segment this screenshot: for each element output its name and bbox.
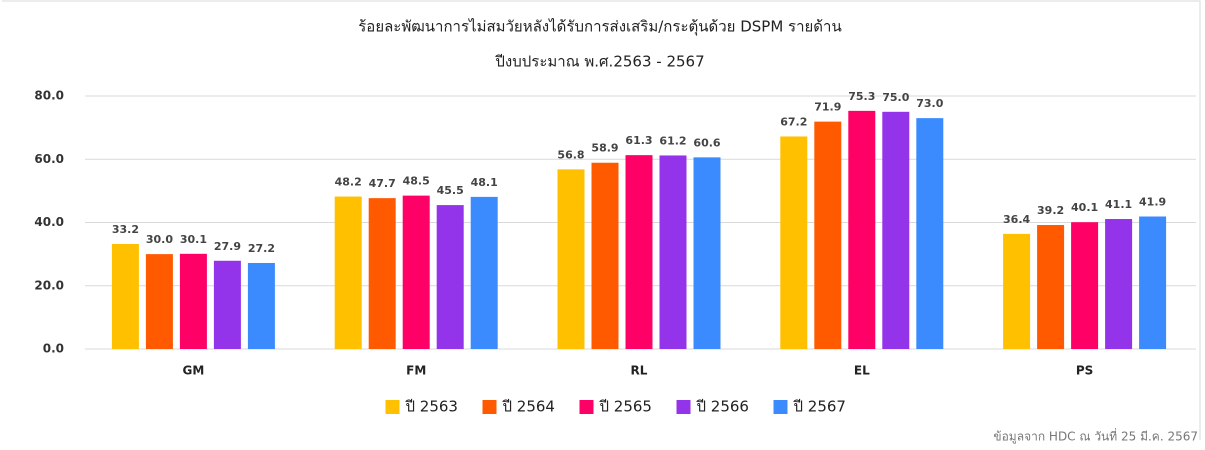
bar	[247, 262, 275, 349]
legend-swatch	[482, 400, 497, 414]
bar	[557, 169, 585, 349]
value-label: 67.2	[780, 115, 807, 128]
frame	[2, 0, 1201, 440]
legend-label: ปี 2567	[793, 398, 846, 416]
value-label: 56.8	[557, 148, 584, 161]
y-tick-label: 40.0	[34, 215, 64, 229]
bar	[693, 157, 721, 349]
value-label: 73.0	[916, 97, 943, 110]
legend-label: ปี 2566	[696, 398, 749, 416]
bar	[179, 253, 207, 349]
bar	[334, 196, 362, 349]
bar	[1139, 216, 1167, 349]
bar	[848, 110, 876, 350]
bar	[591, 162, 619, 349]
x-tick-label: EL	[854, 364, 870, 378]
y-tick-label: 0.0	[43, 342, 64, 356]
bar	[780, 136, 808, 349]
y-tick-label: 80.0	[34, 89, 64, 103]
legend-swatch	[773, 400, 788, 414]
value-label: 75.3	[848, 90, 875, 103]
value-label: 30.0	[146, 233, 173, 246]
x-tick-label: FM	[406, 364, 426, 378]
bar	[916, 118, 944, 349]
bar	[368, 198, 396, 349]
bar	[659, 155, 687, 349]
value-label: 61.3	[625, 134, 652, 147]
x-tick-label: RL	[631, 364, 648, 378]
y-tick-label: 60.0	[34, 152, 64, 166]
y-tick-label: 20.0	[34, 278, 64, 292]
chart-subtitle: ปีงบประมาณ พ.ศ.2563 - 2567	[494, 53, 704, 71]
bar	[436, 205, 464, 349]
value-label: 75.0	[882, 91, 909, 104]
bar	[213, 260, 241, 349]
value-label: 58.9	[591, 142, 618, 155]
bar	[1037, 225, 1065, 349]
bar	[814, 121, 842, 350]
bar	[145, 254, 173, 349]
source-note: ข้อมูลจาก HDC ณ วันที่ 25 มี.ค. 2567	[993, 428, 1198, 445]
x-tick-label: PS	[1076, 364, 1093, 378]
legend-swatch	[676, 400, 691, 414]
value-label: 33.2	[112, 223, 139, 236]
bar	[111, 244, 139, 349]
legend-label: ปี 2563	[405, 398, 458, 416]
value-label: 71.9	[814, 101, 841, 114]
legend-swatch	[579, 400, 594, 414]
bar	[1071, 222, 1099, 349]
value-label: 40.1	[1071, 201, 1098, 214]
bar	[1105, 219, 1133, 349]
value-label: 48.5	[403, 175, 430, 188]
value-label: 39.2	[1037, 204, 1064, 217]
bar	[402, 195, 430, 349]
value-label: 47.7	[369, 177, 396, 190]
legend-swatch	[385, 400, 400, 414]
value-label: 48.1	[471, 176, 498, 189]
chart-title: ร้อยละพัฒนาการไม่สมวัยหลังได้รับการส่งเส…	[358, 18, 841, 37]
value-label: 41.1	[1105, 198, 1132, 211]
value-label: 30.1	[180, 233, 207, 246]
bar	[882, 111, 910, 349]
legend-label: ปี 2565	[599, 398, 652, 416]
value-label: 41.9	[1139, 195, 1166, 208]
value-label: 36.4	[1003, 213, 1030, 226]
bar	[625, 155, 653, 349]
value-label: 27.9	[214, 240, 241, 253]
value-label: 48.2	[335, 176, 362, 189]
value-label: 45.5	[437, 184, 464, 197]
value-label: 27.2	[248, 242, 275, 255]
x-tick-label: GM	[183, 364, 205, 378]
value-label: 60.6	[693, 136, 720, 149]
bar	[1003, 233, 1031, 349]
bar	[470, 196, 498, 349]
legend-label: ปี 2564	[502, 398, 555, 416]
value-label: 61.2	[659, 134, 686, 147]
